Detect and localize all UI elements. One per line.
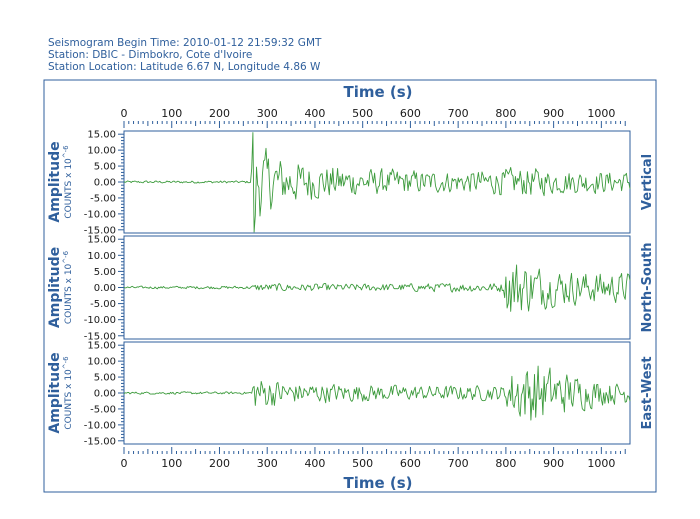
- seismogram-header: Seismogram Begin Time: 2010-01-12 21:59:…: [48, 37, 321, 73]
- station-text: Station: DBIC - Dimbokro, Cote d'Ivoire: [48, 49, 253, 61]
- begin-time-text: Seismogram Begin Time: 2010-01-12 21:59:…: [48, 37, 322, 49]
- x-tick-label: 400: [304, 457, 325, 470]
- y-tick-label: 15.00: [87, 341, 116, 352]
- y-axis-unit: COUNTS x 10^-6: [62, 250, 74, 324]
- y-axis-unit: COUNTS x 10^-6: [62, 356, 74, 430]
- x-tick-label: 200: [209, 107, 230, 120]
- x-tick-label: 400: [304, 107, 325, 120]
- x-axis-title-top: Time (s): [343, 83, 412, 101]
- x-tick-label: 1000: [587, 457, 615, 470]
- x-tick-label: 700: [448, 107, 469, 120]
- x-tick-label: 700: [448, 457, 469, 470]
- y-tick-label: 10.00: [87, 251, 116, 262]
- y-tick-label: -15.00: [84, 225, 116, 236]
- x-tick-label: 0: [121, 107, 128, 120]
- y-tick-label: -10.00: [84, 420, 116, 431]
- y-tick-label: 0.00: [94, 283, 116, 294]
- x-tick-label: 500: [352, 107, 373, 120]
- seismic-trace-north-south: [123, 264, 631, 312]
- y-unit-exponent: ^-6: [62, 356, 70, 369]
- x-tick-label: 1000: [587, 107, 615, 120]
- x-tick-label: 600: [400, 457, 421, 470]
- channel-label: East-West: [640, 356, 655, 429]
- x-tick-label: 600: [400, 107, 421, 120]
- y-tick-label: 0.00: [94, 178, 116, 189]
- x-tick-label: 900: [543, 457, 564, 470]
- panel-frame: [123, 235, 631, 340]
- seismic-trace-vertical: [123, 132, 631, 233]
- x-tick-label: 0: [121, 457, 128, 470]
- y-tick-label: -15.00: [84, 331, 116, 342]
- y-unit-exponent: ^-6: [62, 250, 70, 263]
- y-tick-label: 5.00: [94, 373, 116, 384]
- y-axis-unit: COUNTS x 10^-6: [62, 145, 74, 219]
- y-tick-label: -5.00: [90, 299, 116, 310]
- y-unit-prefix: COUNTS x 10: [64, 263, 74, 324]
- y-axis-title: Amplitude: [47, 141, 63, 222]
- y-axis-title: Amplitude: [47, 352, 63, 433]
- seismic-trace-east-west: [123, 365, 631, 421]
- y-tick-label: -15.00: [84, 436, 116, 447]
- x-tick-label: 800: [495, 107, 516, 120]
- x-tick-label: 100: [161, 107, 182, 120]
- y-tick-label: 10.00: [87, 146, 116, 157]
- x-tick-label: 500: [352, 457, 373, 470]
- y-tick-label: 5.00: [94, 162, 116, 173]
- y-tick-label: -10.00: [84, 209, 116, 220]
- x-axis-title-bottom: Time (s): [343, 474, 412, 492]
- y-unit-prefix: COUNTS x 10: [64, 369, 74, 430]
- y-tick-label: 15.00: [87, 235, 116, 246]
- x-tick-label: 300: [257, 457, 278, 470]
- x-tick-label: 300: [257, 107, 278, 120]
- y-tick-label: -10.00: [84, 315, 116, 326]
- outer-frame: [43, 79, 657, 493]
- y-axis-title: Amplitude: [47, 247, 63, 328]
- channel-label: Vertical: [640, 154, 655, 210]
- y-unit-exponent: ^-6: [62, 145, 70, 158]
- y-tick-label: 15.00: [87, 130, 116, 141]
- y-unit-prefix: COUNTS x 10: [64, 158, 74, 219]
- y-tick-label: 5.00: [94, 267, 116, 278]
- x-tick-label: 100: [161, 457, 182, 470]
- traces-layer: [123, 132, 631, 421]
- x-tick-label: 900: [543, 107, 564, 120]
- x-tick-label: 200: [209, 457, 230, 470]
- y-tick-label: -5.00: [90, 193, 116, 204]
- station-location-text: Station Location: Latitude 6.67 N, Longi…: [48, 61, 321, 73]
- y-tick-label: -5.00: [90, 404, 116, 415]
- axes-layer: 0 100 200 300 400 500 600 700 800 900 1000 0 100 200 3…: [47, 107, 655, 470]
- y-tick-label: 0.00: [94, 389, 116, 400]
- y-tick-label: 10.00: [87, 357, 116, 368]
- channel-label: North-South: [640, 242, 655, 332]
- x-tick-label: 800: [495, 457, 516, 470]
